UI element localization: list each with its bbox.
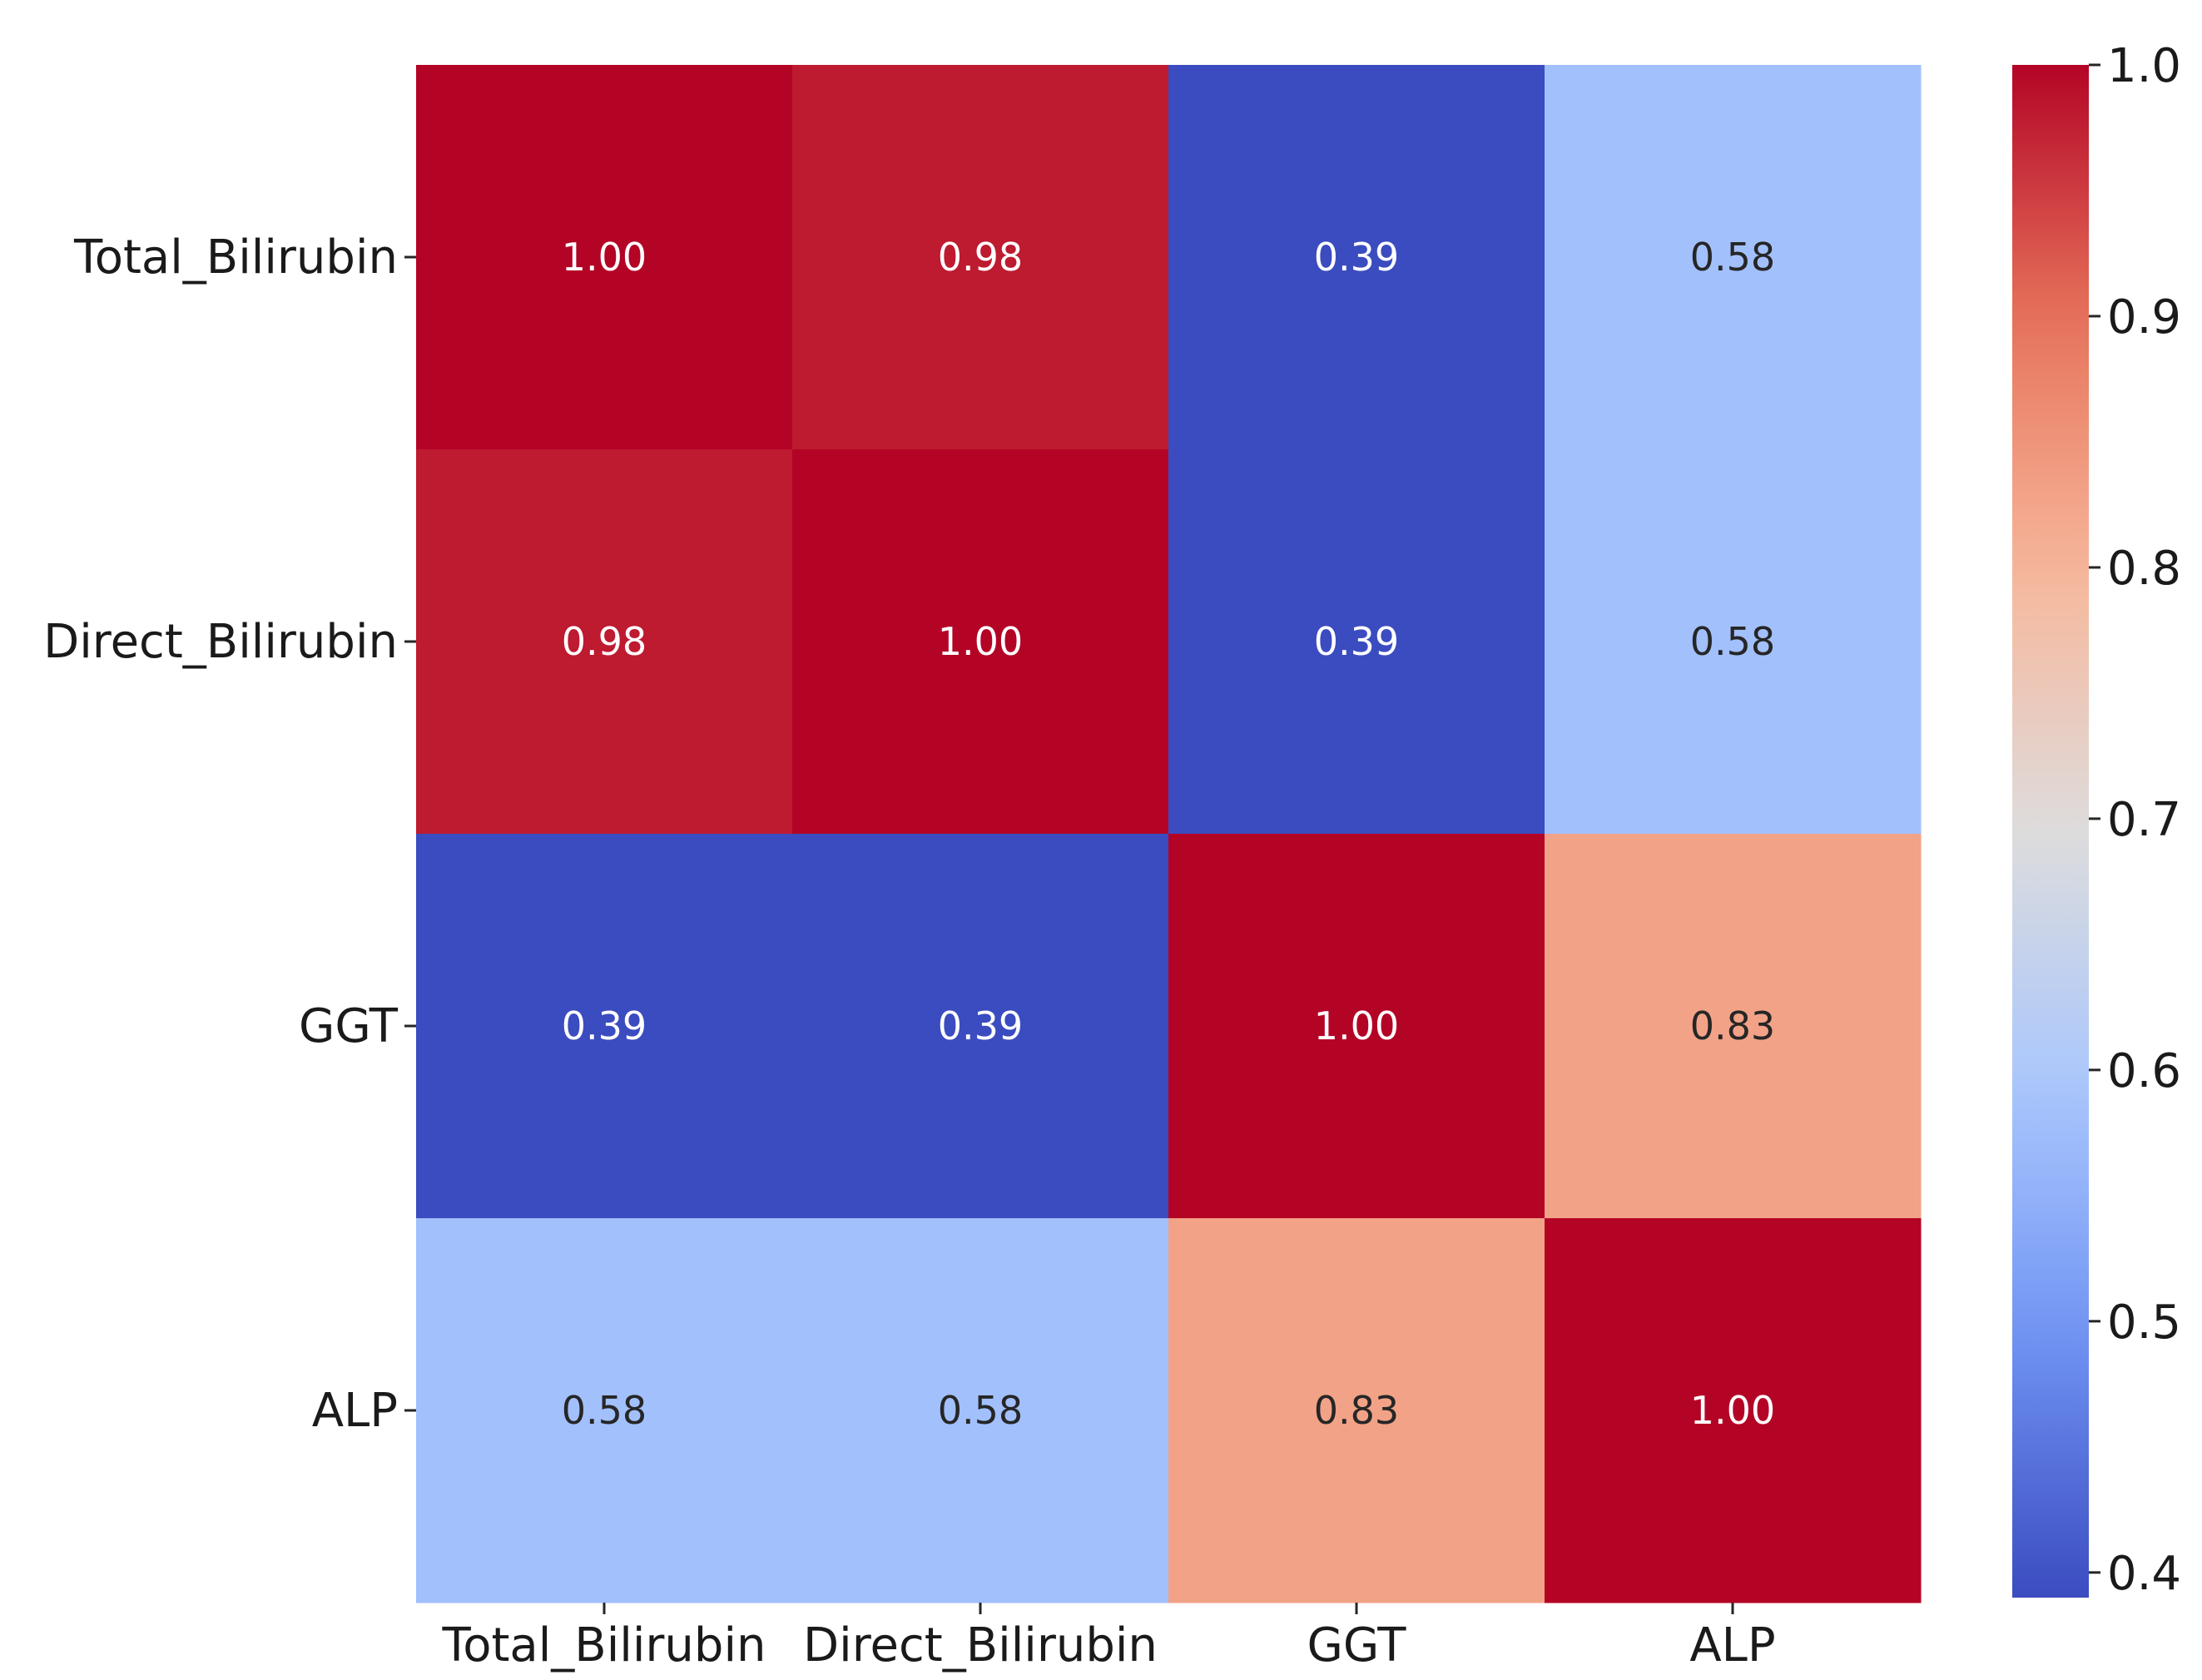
cell-annotation: 0.83	[1314, 1388, 1399, 1433]
x-tick-label: GGT	[1307, 1618, 1407, 1673]
heatmap-cell	[792, 65, 1169, 450]
y-tick-label: GGT	[299, 999, 399, 1053]
y-axis: Total_Bilirubin Direct_Bilirubin GGT ALP	[43, 230, 416, 1438]
colorbar-tick-label: 0.6	[2107, 1044, 2181, 1098]
heatmap-cell	[1168, 834, 1545, 1219]
cell-annotation: 0.83	[1690, 1004, 1775, 1048]
heatmap-cell	[1168, 449, 1545, 835]
colorbar-tick-label: 0.4	[2107, 1547, 2181, 1601]
heatmap-cell	[416, 65, 793, 450]
heatmap-cell	[792, 449, 1169, 835]
cell-annotation: 0.58	[562, 1388, 647, 1433]
cell-annotation: 0.58	[1690, 619, 1775, 664]
cell-annotation: 1.00	[1314, 1004, 1399, 1048]
cell-annotation: 0.98	[938, 235, 1023, 280]
x-axis: Total_Bilirubin Direct_Bilirubin GGT ALP	[442, 1603, 1776, 1673]
colorbar: 0.4 0.5 0.6 0.7 0.8 0.9 1.0	[2012, 39, 2181, 1601]
heatmap-cell	[1545, 1218, 1922, 1603]
heatmap-cells	[416, 65, 1922, 1603]
cell-annotation: 0.39	[1314, 619, 1399, 664]
y-tick-label: ALP	[312, 1384, 398, 1438]
cell-annotation: 0.58	[938, 1388, 1023, 1433]
heatmap-cell	[1545, 65, 1922, 450]
colorbar-tick-label: 0.7	[2107, 793, 2181, 847]
x-tick-label: Total_Bilirubin	[442, 1618, 766, 1673]
cell-annotation: 0.39	[1314, 235, 1399, 280]
colorbar-tick-label: 1.0	[2107, 39, 2181, 93]
x-tick-label: ALP	[1689, 1618, 1775, 1673]
y-tick-label: Direct_Bilirubin	[43, 615, 398, 669]
colorbar-tick-label: 0.8	[2107, 542, 2181, 596]
heatmap-cell	[416, 834, 793, 1219]
colorbar-gradient	[2012, 65, 2089, 1598]
colorbar-tick-label: 0.5	[2107, 1296, 2181, 1350]
heatmap-cell	[1168, 1218, 1545, 1603]
heatmap-cell	[416, 449, 793, 835]
cell-annotation: 0.98	[562, 619, 647, 664]
heatmap-cell	[792, 834, 1169, 1219]
cell-annotation: 0.58	[1690, 235, 1775, 280]
heatmap-cell	[1545, 449, 1922, 835]
colorbar-tick-label: 0.9	[2107, 290, 2181, 344]
heatmap-cell	[792, 1218, 1169, 1603]
heatmap-annotations: 1.00 0.98 0.39 0.58 0.98 1.00 0.39 0.58 0.39 0.39…	[562, 235, 1775, 1433]
cell-annotation: 0.39	[562, 1004, 647, 1048]
cell-annotation: 1.00	[1690, 1388, 1775, 1433]
cell-annotation: 1.00	[938, 619, 1023, 664]
cell-annotation: 1.00	[562, 235, 647, 280]
cell-annotation: 0.39	[938, 1004, 1023, 1048]
heatmap-cell	[1545, 834, 1922, 1219]
heatmap-cell	[416, 1218, 793, 1603]
x-tick-label: Direct_Bilirubin	[803, 1618, 1158, 1673]
y-tick-label: Total_Bilirubin	[73, 230, 398, 285]
heatmap-cell	[1168, 65, 1545, 450]
